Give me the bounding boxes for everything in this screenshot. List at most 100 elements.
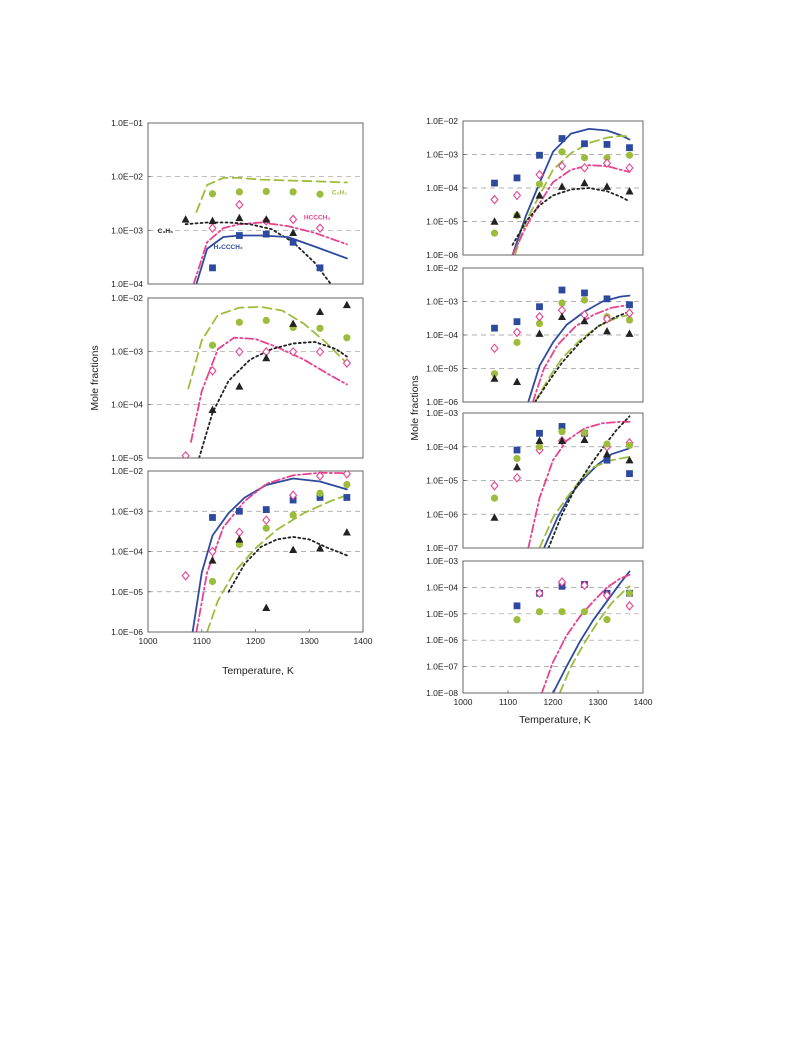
plot-area — [181, 471, 351, 632]
data-point-square — [262, 230, 270, 238]
data-point-circle — [558, 299, 566, 307]
plot-frame — [462, 267, 644, 403]
data-point-triangle — [262, 353, 271, 362]
y-tick-label: 1.0E−02 — [111, 293, 143, 303]
data-point-square — [558, 135, 566, 142]
data-point-triangle — [603, 182, 611, 190]
y-tick-label: 1.0E−04 — [426, 183, 458, 193]
data-point-diamond — [512, 472, 522, 483]
data-point-diamond — [490, 480, 499, 491]
model-curve-pink — [540, 573, 631, 693]
data-point-diamond — [342, 358, 351, 369]
data-point-square — [603, 456, 611, 464]
data-point-circle — [558, 608, 566, 616]
plot-frame — [147, 470, 364, 633]
data-point-diamond — [235, 346, 244, 357]
y-tick-label: 1.0E−03 — [426, 556, 458, 566]
data-point-diamond — [289, 490, 298, 501]
data-point-circle — [262, 187, 270, 196]
data-point-diamond — [315, 471, 325, 481]
data-point-diamond — [490, 194, 499, 205]
model-curve-black — [547, 415, 631, 548]
data-point-square — [626, 144, 633, 152]
data-point-square — [558, 286, 566, 294]
x-tick-label: 1000 — [139, 636, 158, 646]
data-point-square — [558, 423, 566, 430]
data-point-circle — [603, 154, 611, 162]
data-point-circle — [535, 443, 544, 451]
model-curve-blue — [191, 477, 348, 632]
y-tick-label: 1.0E−04 — [111, 279, 143, 289]
plot-area — [181, 300, 351, 458]
chart-panel-l2: 1.0E−05 1.0E−04 1.0E−03 1.0E−02 — [111, 293, 364, 463]
data-point-square — [316, 494, 324, 501]
model-curve-green — [558, 585, 631, 693]
data-point-diamond — [535, 311, 544, 322]
x-tick-label: 1200 — [544, 697, 563, 707]
x-tick-label: 1400 — [354, 636, 373, 646]
data-point-circle — [343, 480, 351, 489]
data-point-circle — [262, 524, 270, 532]
data-point-diamond — [181, 450, 190, 458]
y-tick-label: 1.0E−05 — [426, 476, 458, 486]
data-point-circle — [289, 188, 297, 196]
data-point-diamond — [289, 214, 298, 225]
data-point-diamond — [535, 169, 544, 180]
data-point-diamond — [315, 346, 325, 357]
model-curve-green — [195, 176, 348, 213]
data-point-circle — [558, 428, 566, 436]
data-point-triangle — [490, 513, 499, 521]
data-point-triangle — [580, 435, 589, 444]
data-point-circle — [289, 511, 297, 519]
model-curve-green — [206, 494, 348, 632]
model-curve-pink — [511, 164, 631, 255]
data-point-diamond — [208, 546, 217, 557]
data-point-circle — [580, 296, 589, 304]
y-tick-label: 1.0E−04 — [111, 400, 143, 410]
data-point-circle — [625, 316, 634, 324]
y-tick-label: 1.0E−02 — [111, 172, 143, 182]
data-point-square — [536, 303, 543, 311]
data-point-circle — [625, 151, 634, 159]
data-point-circle — [262, 316, 270, 325]
plot-frame — [462, 560, 644, 694]
y-tick-label: 1.0E−02 — [426, 116, 458, 126]
data-point-triangle — [580, 178, 589, 187]
data-point-circle — [490, 370, 499, 378]
data-point-triangle — [181, 215, 190, 223]
data-point-triangle — [513, 210, 521, 218]
data-point-circle — [535, 180, 544, 188]
data-point-circle — [580, 608, 589, 616]
data-point-triangle — [208, 556, 217, 564]
y-tick-label: 1.0E−07 — [426, 543, 458, 553]
y-tick-label: 1.0E−04 — [426, 442, 458, 452]
chart-panel-r2: 1.0E−06 1.0E−05 1.0E−04 1.0E−03 1.0E−02 — [426, 263, 644, 407]
y-tick-label: 1.0E−04 — [426, 582, 458, 592]
data-point-triangle — [342, 300, 351, 309]
data-point-diamond — [625, 162, 634, 173]
data-point-diamond — [535, 588, 544, 599]
model-curve-blue — [543, 447, 631, 548]
data-point-circle — [490, 229, 499, 237]
chart-panel-l3: 1.0E−06 1.0E−05 1.0E−04 1.0E−03 1.0E−02 1000 1… — [111, 466, 373, 646]
curve-label: HCCCH₃ — [304, 214, 330, 221]
data-point-diamond — [490, 343, 499, 354]
y-tick-label: 1.0E−03 — [426, 408, 458, 418]
curve-label: H₂CCCH₂ — [214, 244, 243, 251]
y-tick-label: 1.0E−06 — [426, 509, 458, 519]
data-point-square — [209, 514, 216, 521]
chart-panel-r4: 1.0E−08 1.0E−07 1.0E−06 1.0E−05 1.0E−04 1.0E−… — [426, 556, 653, 707]
data-point-diamond — [208, 223, 217, 233]
y-tick-label: 1.0E−05 — [111, 587, 143, 597]
data-point-square — [235, 507, 243, 515]
y-tick-label: 1.0E−08 — [426, 688, 458, 698]
data-point-triangle — [235, 213, 244, 222]
y-tick-label: 1.0E−01 — [111, 118, 143, 128]
data-point-triangle — [262, 215, 271, 223]
plot-frame — [462, 412, 644, 549]
data-point-circle — [208, 190, 217, 198]
x-tick-label: 1000 — [454, 697, 473, 707]
data-point-diamond — [580, 162, 589, 173]
left-ylabel: Mole fractions — [89, 345, 101, 410]
data-point-triangle — [289, 319, 298, 327]
